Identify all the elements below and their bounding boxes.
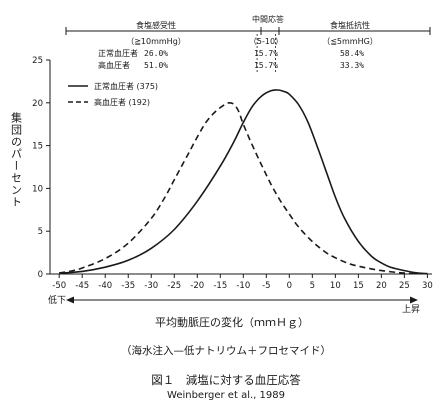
legend-label-normotensive: 正常血圧者 (375) xyxy=(94,81,158,91)
group-resistant-label: 食塩抵抗性 xyxy=(330,20,370,30)
direction-high-label: 上昇 xyxy=(402,304,420,315)
direction-low-label: 低下 xyxy=(48,294,66,306)
y-tick-label-3: 15 xyxy=(32,142,43,152)
x-tick-label-12: 10 xyxy=(330,281,341,291)
x-tick-label-6: -20 xyxy=(190,281,204,291)
direction-arrow-head-left xyxy=(66,296,74,304)
group-resistant-range: （≦5mmHG） xyxy=(322,37,378,46)
x-tick-label-5: -25 xyxy=(167,281,181,291)
x-tick-label-13: 15 xyxy=(353,281,364,291)
x-tick-label-16: 30 xyxy=(422,281,433,291)
y-tick-label-1: 5 xyxy=(38,227,43,237)
group-intermediate-range: （5-10） xyxy=(249,37,283,46)
row-hypertensive-resistant: 33.3% xyxy=(340,61,364,70)
x-tick-label-9: -5 xyxy=(262,281,270,291)
x-tick-label-0: -50 xyxy=(52,281,66,291)
x-tick-label-11: 5 xyxy=(310,281,315,291)
x-tick-label-2: -40 xyxy=(98,281,112,291)
citation: Weinberger et al., 1989 xyxy=(167,390,285,401)
direction-arrow-head-right xyxy=(410,296,418,304)
row-normotensive-intermediate: 15.7% xyxy=(254,49,278,58)
series xyxy=(59,89,428,275)
row-hypertensive-label: 高血圧者 xyxy=(98,60,130,70)
subtitle: （海水注入—低ナトリウム＋フロセマイド） xyxy=(121,344,331,357)
row-hypertensive-sensitive: 51.0% xyxy=(144,61,168,70)
group-sensitive-range: （≧10mmHg） xyxy=(126,37,186,46)
x-tick-label-1: -45 xyxy=(75,281,89,291)
x-tick-label-3: -35 xyxy=(121,281,135,291)
y-axis-label: 集団のパーセント xyxy=(10,111,23,208)
top-classification: 食塩感受性 （≧10mmHg） 中間応答 （5-10） 食塩抵抗性 （≦5mmH… xyxy=(65,14,431,70)
row-normotensive-sensitive: 26.0% xyxy=(144,49,168,58)
group-sensitive-label: 食塩感受性 xyxy=(136,20,176,30)
group-intermediate-label: 中間応答 xyxy=(252,14,284,24)
x-tick-label-7: -15 xyxy=(213,281,227,291)
y-tick-label-0: 0 xyxy=(38,270,43,280)
row-hypertensive-intermediate: 15.7% xyxy=(254,61,278,70)
x-tick-label-14: 20 xyxy=(376,281,387,291)
y-tick-label-4: 20 xyxy=(32,99,43,109)
row-normotensive-resistant: 58.4% xyxy=(340,49,364,58)
series-hypertensive-line xyxy=(59,101,419,275)
legend: 正常血圧者 (375) 高血圧者 (192) xyxy=(68,81,158,107)
figure-title: 図１ 減塩に対する血圧応答 xyxy=(151,373,301,387)
direction-arrows: 低下 上昇 xyxy=(48,294,420,315)
row-normotensive-label: 正常血圧者 xyxy=(98,48,138,58)
y-tick-label-5: 25 xyxy=(32,56,43,66)
series-normotensive-line xyxy=(59,89,428,275)
y-tick-label-2: 10 xyxy=(32,184,43,194)
x-tick-label-10: 0 xyxy=(287,281,292,291)
legend-label-hypertensive: 高血圧者 (192) xyxy=(94,97,150,107)
x-tick-label-8: -10 xyxy=(236,281,250,291)
x-tick-label-4: -30 xyxy=(144,281,158,291)
x-axis-label: 平均動脈圧の変化（ｍｍＨｇ） xyxy=(155,315,309,329)
x-tick-label-15: 25 xyxy=(399,281,410,291)
